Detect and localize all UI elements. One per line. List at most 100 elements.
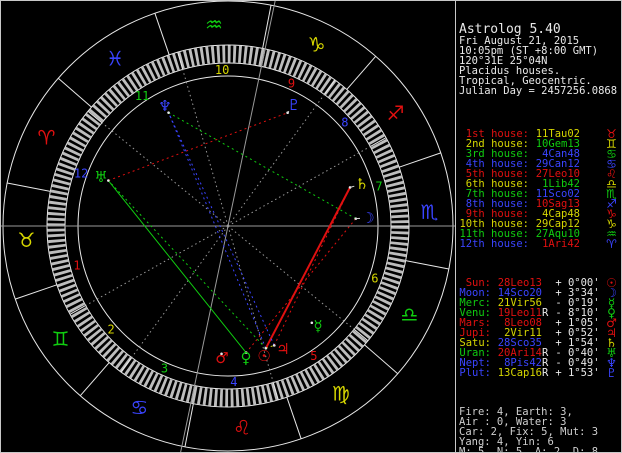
planet-icon: ♅ (606, 346, 617, 360)
planet-row: Nept: 8Pis42 R - 0°49' ♆ (459, 357, 619, 369)
cusp-band-mark (69, 305, 86, 315)
planet-velocity: - 0°40' (549, 347, 600, 359)
house-label: 12th house: (459, 238, 529, 250)
house-row: 11th house: 27Aqu10 ♒ (459, 227, 619, 241)
header-line: Julian Day = 2457256.0868 (459, 85, 618, 97)
house-cusp-value: 11Sco02 (535, 188, 580, 200)
planet-row: Plut: 13Cap16 R + 1°53' ♇ (459, 366, 619, 380)
planet-icon: ♃ (606, 326, 617, 340)
planet-velocity: - 8°10' (549, 307, 600, 319)
house-cusp-value: 4Can48 (542, 148, 580, 160)
wheel-planet-satu: ♄ (355, 175, 368, 193)
planet-dot (107, 179, 110, 182)
planet-row: Uran: 20Ari14 R - 0°40' ♅ (459, 346, 619, 360)
house-row: 9th house: 4Cap48 ♑ (459, 207, 619, 221)
house-label: 7th house: (465, 188, 529, 200)
planet-velocity: + 0°52' (549, 327, 600, 339)
house-row: 5th house: 27Leo10 ♌ (459, 167, 619, 181)
stat-line: M: 5, N: 5, A: 2, D: 8 (459, 446, 599, 453)
retrograde-flag: R (542, 347, 549, 359)
zodiac-sign-icon: ♒ (606, 227, 617, 241)
planet-dot (244, 351, 248, 355)
stat-line: Fire: 4, Earth: 3, (459, 406, 573, 418)
stat-line: Car: 2, Fix: 5, Mut: 3 (459, 426, 599, 438)
house-row: 10th house: 29Cap12 ♑ (459, 218, 619, 230)
wheel-sign-leo: ♌ (233, 416, 251, 440)
zodiac-sign-icon: ♏ (606, 187, 617, 201)
planet-row: Mars: 8Leo08 + 1°05' ♂ (459, 316, 619, 330)
house-cusp-line (227, 146, 371, 227)
house-cusp-value: 29Can12 (535, 158, 580, 170)
aspect-line-moon-venu (245, 218, 357, 354)
zodiac-sign-icon: ♌ (606, 167, 617, 181)
planet-row: Satu: 28Sco35 + 1°54' ♄ (459, 337, 619, 349)
house-number: 3 (161, 361, 168, 375)
planet-row: Moon: 14Sco20 + 3°34' ☽ (459, 286, 619, 300)
planet-velocity: + 1°53' (549, 367, 600, 379)
house-row: 6th house: 1Lib42 ♎ (459, 178, 619, 190)
retrograde-flag: R (542, 367, 549, 379)
aspect-line-moon-nept (168, 112, 357, 220)
sign-boundary (286, 397, 302, 439)
wheel-sign-scorpio: ♏ (421, 200, 439, 224)
planet-label: Uran: (459, 347, 491, 359)
aspect-line-venu-uran (107, 180, 247, 354)
planet-label: Jupi: (459, 327, 491, 339)
house-number: 12 (74, 167, 88, 181)
planet-icon: ☿ (607, 296, 616, 310)
planet-label: Satu: (459, 337, 491, 349)
house-number: 6 (371, 271, 378, 285)
planet-velocity: + 0°00' (549, 277, 600, 289)
planet-dot (220, 352, 223, 356)
stat-line: Air : 0, Water: 3 (459, 416, 567, 428)
house-cusp-value: 1Lib42 (542, 178, 580, 190)
sign-boundary (15, 284, 57, 300)
cusp-band-mark (177, 51, 184, 70)
house-cusp-value: 11Tau02 (535, 128, 580, 140)
sign-boundary (79, 362, 110, 397)
aspect-line-jupi-nept (168, 112, 275, 346)
planet-dot (167, 111, 170, 114)
planet-velocity: - 0°19' (549, 297, 600, 309)
planet-icon: ☽ (606, 286, 617, 300)
zodiac-sign-icon: ♋ (606, 157, 617, 171)
wheel-planet-sun: ☉ (257, 347, 270, 365)
wheel-planet-moon: ☽ (361, 209, 374, 227)
cusp-band-mark (370, 137, 387, 147)
house-cusp-value: 10Gem13 (535, 138, 580, 150)
header-line: Placidus houses. (459, 65, 561, 77)
house-cusp-line (227, 225, 274, 383)
app-title: Astrolog 5.40 (459, 22, 561, 37)
sign-boundary (262, 5, 272, 49)
house-row: 2nd house: 10Gem13 ♊ (459, 138, 619, 150)
planet-label: Plut: (459, 367, 491, 379)
sign-boundary (405, 260, 449, 270)
house-row: 4th house: 29Can12 ♋ (459, 157, 619, 171)
planet-position-value: 13Cap16 (497, 367, 542, 379)
house-cusp-list: 1st house: 11Tau02 ♉ 2nd house: 10Gem13 ♊ 3rd … (459, 128, 619, 250)
wheel-sign-sagittarius: ♐ (387, 101, 405, 125)
planet-row: Venu: 19Leo11 R - 8°10' ♀ (459, 307, 619, 319)
chart-info-sidebar: Astrolog 5.40 Fri August 21, 2015 10:05pm … (459, 4, 619, 453)
house-number: 7 (375, 180, 382, 194)
chart-statistics: Fire: 4, Earth: 3, Air : 0, Water: 3 Car: … (459, 407, 619, 453)
wheel-sign-virgo: ♍ (332, 382, 350, 406)
cusp-band-mark (87, 110, 103, 124)
wheel-planet-nept: ♆ (158, 97, 171, 115)
planet-row: Merc: 21Vir56 - 0°19' ☿ (459, 296, 619, 310)
house-cusp-line (131, 225, 229, 358)
planet-icon: ♇ (606, 366, 617, 380)
zodiac-sign-icon: ♐ (606, 197, 617, 211)
cusp-band-mark (353, 328, 369, 342)
sign-boundary (399, 152, 441, 168)
house-label: 3rd house: (465, 148, 529, 160)
house-cusp-line (101, 122, 229, 227)
wheel-sign-pisces: ♓ (106, 46, 124, 70)
wheel-planet-merc: ☿ (313, 317, 322, 335)
aspect-line-jupi-satu (273, 187, 351, 346)
wheel-planet-venu: ♀ (241, 349, 252, 367)
planet-icon: ♂ (606, 316, 617, 330)
zodiac-sign-icon: ♑ (606, 207, 617, 221)
wheel-sign-gemini: ♊ (52, 327, 70, 351)
planet-position-value: 28Sco35 (497, 337, 542, 349)
